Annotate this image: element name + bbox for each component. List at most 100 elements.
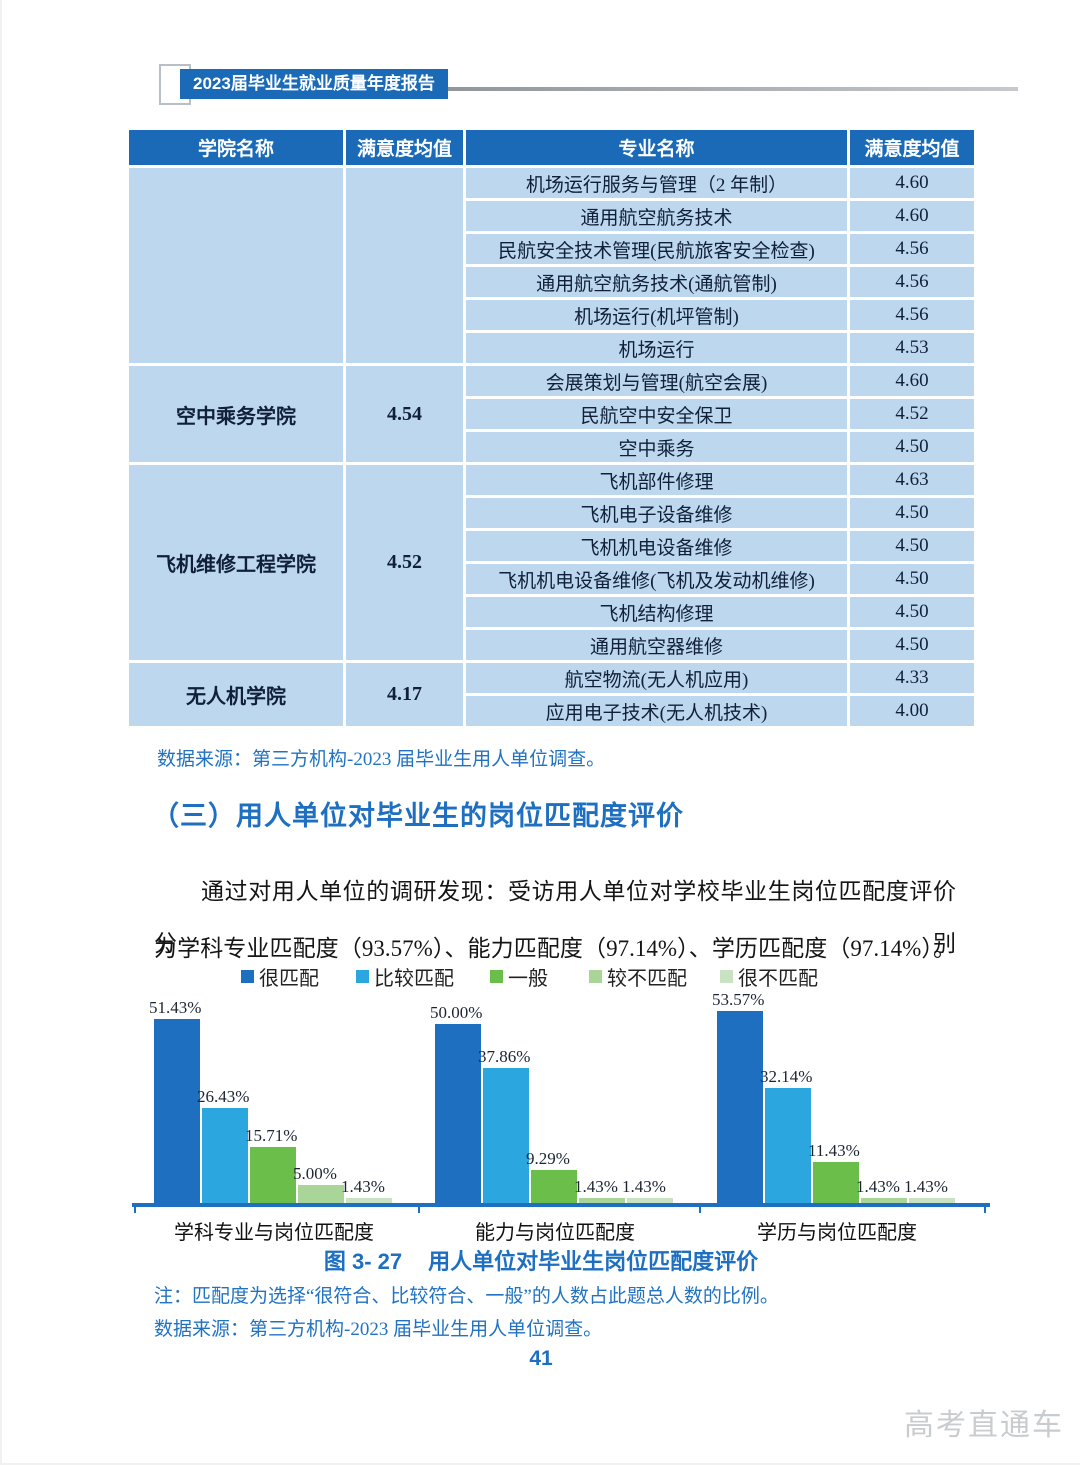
axis-tick (134, 1207, 136, 1213)
table-row: 民航安全技术管理(民航旅客安全检查) 4.56 (129, 234, 974, 264)
major-score-cell: 4.60 (850, 366, 974, 396)
table-row: 通用航空航务技术(通航管制) 4.56 (129, 267, 974, 297)
major-score-cell: 4.00 (850, 696, 974, 726)
bar (346, 1197, 392, 1203)
figure-caption: 图 3- 27 用人单位对毕业生岗位匹配度评价 (2, 1244, 1080, 1276)
bar (483, 1067, 529, 1203)
bar-with-label: 9.29% (526, 986, 579, 1203)
major-name-cell: 飞机机电设备维修(飞机及发动机维修) (466, 564, 847, 594)
major-score-cell: 4.60 (850, 201, 974, 231)
satisfaction-table-body: 机场运行服务与管理（2 年制） 4.60 通用航空航务技术 4.60 民航安全技术管理(… (129, 168, 974, 726)
table-row: 通用航空航务技术 4.60 (129, 201, 974, 231)
axis-tick (984, 1207, 986, 1213)
bar-value-label: 51.43% (149, 997, 202, 1017)
legend-swatch-icon (490, 970, 503, 983)
table-data-source: 数据来源：第三方机构-2023 届毕业生用人单位调查。 (157, 749, 606, 770)
bar-value-label: 1.43% (904, 1176, 948, 1196)
bar-with-label: 1.43% (574, 986, 627, 1203)
chart-legend: 很匹配 比较匹配 一般 较不匹配 很不匹配 (132, 960, 990, 990)
category-label: 学历与岗位匹配度 (757, 1222, 917, 1244)
report-title-badge: 2023届毕业生就业质量年度报告 (180, 69, 448, 99)
major-name-cell: 航空物流(无人机应用) (466, 663, 847, 693)
category-label: 学科专业与岗位匹配度 (174, 1222, 374, 1244)
bar-cluster: 50.00% 37.86% 9.29% 1.43% 1.43% (430, 986, 675, 1203)
bar-cluster: 53.57% 32.14% 11.43% 1.43% 1.43% (712, 986, 957, 1203)
bar-value-label: 32.14% (760, 1066, 813, 1086)
major-score-cell: 4.53 (850, 333, 974, 363)
major-name-cell: 会展策划与管理(航空会展) (466, 366, 847, 396)
bar-with-label: 1.43% (904, 986, 957, 1203)
bar (250, 1146, 296, 1203)
bar-value-label: 5.00% (293, 1164, 337, 1184)
major-name-cell: 飞机部件修理 (466, 465, 847, 495)
major-name-cell: 飞机结构修理 (466, 597, 847, 627)
legend-swatch-icon (356, 970, 369, 983)
header-rule (422, 87, 1018, 91)
bar (813, 1162, 859, 1203)
bar-value-label: 37.86% (478, 1046, 531, 1066)
bar (202, 1108, 248, 1203)
bar-value-label: 11.43% (808, 1141, 860, 1161)
legend-swatch-icon (720, 970, 733, 983)
bar-with-label: 26.43% (197, 986, 250, 1203)
major-name-cell: 民航安全技术管理(民航旅客安全检查) (466, 234, 847, 264)
bar (435, 1024, 481, 1203)
college-score-cell: 4.17 (346, 663, 463, 726)
page-number: 41 (529, 1347, 553, 1370)
college-score-cell: 4.52 (346, 465, 463, 660)
bar (627, 1197, 673, 1203)
college-name-cell: 无人机学院 (129, 663, 343, 726)
category-label: 能力与岗位匹配度 (475, 1222, 635, 1244)
bar-with-label: 37.86% (478, 986, 531, 1203)
table-row: 飞机机电设备维修 4.50 (129, 531, 974, 561)
bar-with-label: 1.43% (622, 986, 675, 1203)
major-name-cell: 通用航空航务技术 (466, 201, 847, 231)
major-name-cell: 机场运行服务与管理（2 年制） (466, 168, 847, 198)
major-name-cell: 飞机电子设备维修 (466, 498, 847, 528)
bar-with-label: 32.14% (760, 986, 813, 1203)
bar-value-label: 53.57% (712, 990, 765, 1010)
college-score-cell: 4.54 (346, 366, 463, 462)
legend-label: 一般 (508, 968, 548, 990)
bar-value-label: 1.43% (856, 1176, 900, 1196)
bar-with-label: 5.00% (293, 986, 346, 1203)
major-name-cell: 通用航空航务技术(通航管制) (466, 267, 847, 297)
table-row: 应用电子技术(无人机技术) 4.00 (129, 696, 974, 726)
major-name-cell: 通用航空器维修 (466, 630, 847, 660)
legend-label: 很不匹配 (738, 968, 818, 990)
legend-label: 比较匹配 (374, 968, 454, 990)
major-name-cell: 机场运行(机坪管制) (466, 300, 847, 330)
table-row: 飞机结构修理 4.50 (129, 597, 974, 627)
legend-label: 很匹配 (259, 968, 319, 990)
bar-value-label: 26.43% (197, 1087, 250, 1107)
major-score-cell: 4.50 (850, 498, 974, 528)
bar (765, 1087, 811, 1203)
bar-cluster: 51.43% 26.43% 15.71% 5.00% 1.43% (149, 986, 394, 1203)
table-row: 空中乘务 4.50 (129, 432, 974, 462)
legend-item: 比较匹配 (356, 962, 454, 991)
major-name-cell: 民航空中安全保卫 (466, 399, 847, 429)
figure-number: 图 3- 27 (323, 1249, 403, 1274)
match-degree-bar-chart: 很匹配 比较匹配 一般 较不匹配 很不匹配 51.43% 26.43% 15.71% 5.00… (132, 960, 990, 1246)
legend-item: 较不匹配 (589, 962, 687, 991)
table-row: 空中乘务学院 4.54 会展策划与管理(航空会展) 4.60 (129, 366, 974, 462)
major-score-cell: 4.63 (850, 465, 974, 495)
major-score-cell: 4.50 (850, 597, 974, 627)
bar-with-label: 15.71% (245, 986, 298, 1203)
bar-with-label: 53.57% (712, 986, 765, 1203)
college-score-cell (346, 168, 463, 363)
table-row: 飞机电子设备维修 4.50 (129, 498, 974, 528)
legend-item: 很匹配 (241, 962, 319, 991)
paragraph-line-1: 通过对用人单位的调研发现：受访用人单位对学校毕业生岗位匹配度评价分别 (154, 879, 956, 956)
column-header: 学院名称 (129, 130, 343, 165)
bar (298, 1185, 344, 1203)
paragraph-line-2: 为学科专业匹配度（93.57%）、能力匹配度（97.14%）、学历匹配度（97.… (154, 936, 956, 961)
bar (717, 1011, 763, 1203)
legend-item: 一般 (490, 962, 548, 991)
axis-tick (418, 1207, 420, 1213)
legend-item: 很不匹配 (720, 962, 818, 991)
chart-plot: 51.43% 26.43% 15.71% 5.00% 1.43% 50.00% 37.86%… (132, 986, 990, 1203)
major-score-cell: 4.50 (850, 531, 974, 561)
bar-with-label: 1.43% (856, 986, 909, 1203)
college-name-cell: 空中乘务学院 (129, 366, 343, 462)
